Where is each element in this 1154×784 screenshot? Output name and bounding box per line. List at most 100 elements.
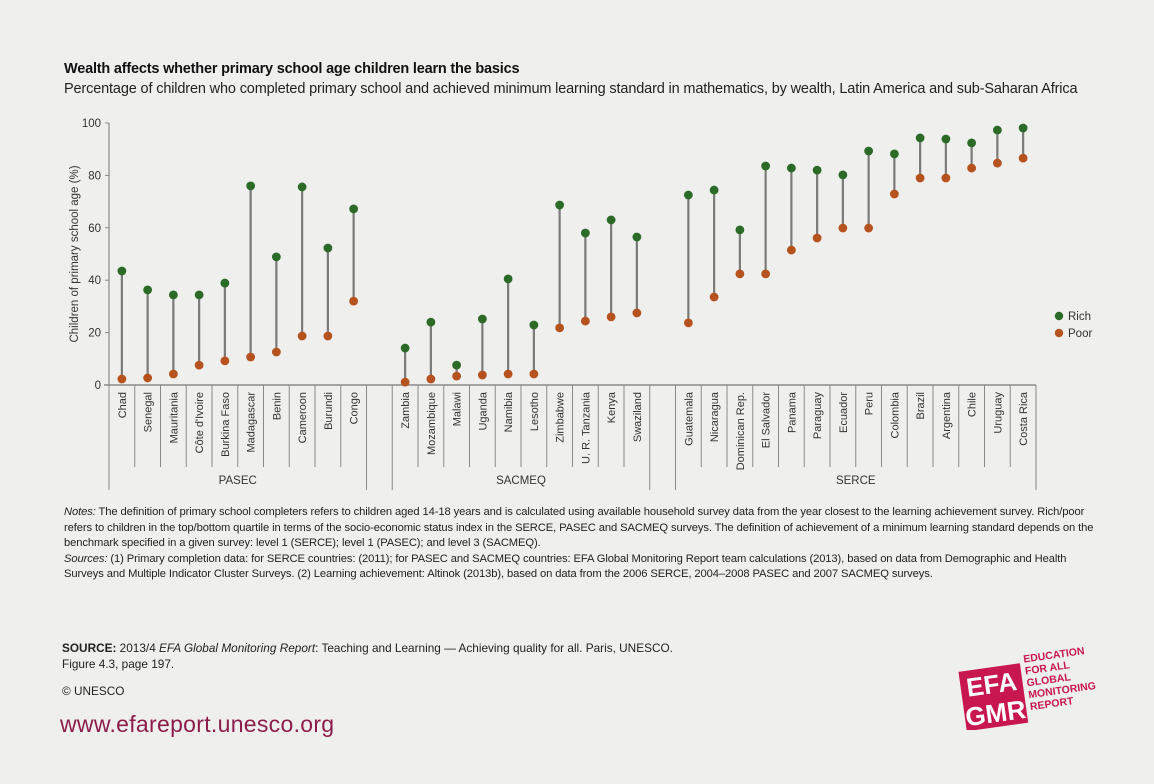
- poor-point: [400, 377, 410, 387]
- category-label: Paraguay: [812, 392, 824, 440]
- poor-point: [503, 369, 513, 379]
- poor-point: [992, 158, 1002, 168]
- poor-point: [683, 318, 693, 328]
- rich-point: [400, 343, 410, 353]
- category-label: Chile: [967, 392, 979, 417]
- source-title: EFA Global Monitoring Report: [159, 641, 316, 655]
- source-post: : Teaching and Learning — Achieving qual…: [315, 641, 673, 655]
- poor-point: [452, 371, 462, 381]
- legend-marker-poor: [1054, 328, 1064, 338]
- y-tick-label: 0: [95, 380, 101, 392]
- poor-point: [632, 308, 642, 318]
- rich-point: [297, 182, 307, 192]
- poor-point: [143, 373, 153, 383]
- dumbbell-chart: 0 20 40 60 80 100 Children of primary school a…: [69, 118, 1092, 490]
- legend-marker-rich: [1054, 311, 1064, 321]
- group-label: SACMEQ: [496, 475, 546, 487]
- logo-block: [958, 663, 1029, 730]
- poor-point: [323, 331, 333, 341]
- poor-point: [606, 312, 616, 322]
- logo-letters-gmr: GMR: [963, 694, 1027, 730]
- poor-point: [889, 189, 899, 199]
- category-label: El Salvador: [761, 392, 773, 449]
- rich-point: [735, 225, 745, 235]
- sources-text: (1) Primary completion data: for SERCE c…: [64, 552, 1067, 581]
- chart-subtitle: Percentage of children who completed pri…: [64, 81, 1078, 97]
- poor-point: [786, 245, 796, 255]
- rich-point: [529, 320, 539, 330]
- category-label: Malawi: [452, 392, 464, 426]
- rich-point: [246, 181, 256, 191]
- category-label: Colombia: [889, 391, 901, 438]
- notes-block: Notes: The definition of primary school …: [64, 505, 1104, 583]
- poor-point: [812, 233, 822, 243]
- poor-point: [864, 223, 874, 233]
- notes-label: Notes:: [64, 506, 96, 518]
- rich-point: [349, 204, 359, 214]
- poor-point: [246, 352, 256, 362]
- category-label: Chad: [117, 392, 129, 418]
- rich-point: [117, 266, 127, 276]
- rich-point: [606, 215, 616, 225]
- category-label: Brazil: [915, 392, 927, 420]
- rich-point: [864, 146, 874, 156]
- source-figure-ref: Figure 4.3, page 197.: [62, 657, 175, 671]
- category-label: Namibia: [503, 391, 515, 432]
- rich-point: [194, 290, 204, 300]
- group-label: PASEC: [219, 475, 257, 487]
- poor-point: [580, 316, 590, 326]
- category-label: Senegal: [143, 392, 155, 432]
- category-label: Kenya: [606, 391, 618, 423]
- category-label: Zimbabwe: [555, 392, 567, 443]
- category-label: Mauritania: [168, 391, 180, 443]
- y-tick-label: 100: [82, 118, 101, 130]
- y-tick-label: 60: [88, 223, 101, 235]
- legend-label-rich: Rich: [1068, 311, 1091, 323]
- poor-point: [194, 360, 204, 370]
- category-label: Uruguay: [992, 392, 1004, 434]
- rich-point: [477, 314, 487, 324]
- poor-point: [297, 331, 307, 341]
- category-label: Nicaragua: [709, 391, 721, 442]
- category-label: Côte d'Ivoire: [194, 392, 206, 453]
- source-citation: SOURCE: 2013/4 EFA Global Monitoring Rep…: [62, 640, 673, 672]
- category-label: Swaziland: [632, 392, 644, 442]
- category-label: Peru: [864, 392, 876, 415]
- rich-point: [967, 138, 977, 148]
- group-label: SERCE: [836, 475, 876, 487]
- rich-point: [323, 243, 333, 253]
- poor-point: [117, 374, 127, 384]
- source-label: SOURCE:: [62, 641, 117, 655]
- y-tick-label: 20: [88, 328, 101, 340]
- poor-point: [555, 323, 565, 333]
- poor-point: [529, 369, 539, 379]
- category-label: Burundi: [323, 392, 335, 430]
- category-label: Lesotho: [529, 392, 541, 431]
- poor-point: [709, 292, 719, 302]
- logo-letters-efa: EFA: [964, 666, 1018, 703]
- category-label: Congo: [349, 392, 361, 424]
- category-label: Guatemala: [683, 391, 695, 446]
- poor-point: [967, 163, 977, 173]
- rich-point: [915, 133, 925, 143]
- rich-point: [271, 252, 281, 262]
- rich-point: [812, 165, 822, 175]
- y-axis-title: Children of primary school age (%): [69, 165, 81, 342]
- category-label: Madagascar: [246, 392, 258, 453]
- rich-point: [632, 232, 642, 242]
- category-label: Uganda: [477, 391, 489, 430]
- poor-point: [168, 369, 178, 379]
- poor-point: [349, 296, 359, 306]
- rich-point: [220, 278, 230, 288]
- sources-label: Sources:: [64, 552, 108, 565]
- category-label: U. R. Tanzania: [580, 391, 592, 464]
- poor-point: [915, 173, 925, 183]
- rich-point: [1018, 123, 1028, 133]
- rich-point: [168, 290, 178, 300]
- notes-paragraph: Notes: The definition of primary school …: [64, 505, 1104, 552]
- category-label: Cameroon: [297, 392, 309, 443]
- legend-label-poor: Poor: [1068, 328, 1092, 340]
- y-tick-label: 80: [88, 170, 101, 182]
- website-link[interactable]: www.efareport.unesco.org: [60, 711, 335, 737]
